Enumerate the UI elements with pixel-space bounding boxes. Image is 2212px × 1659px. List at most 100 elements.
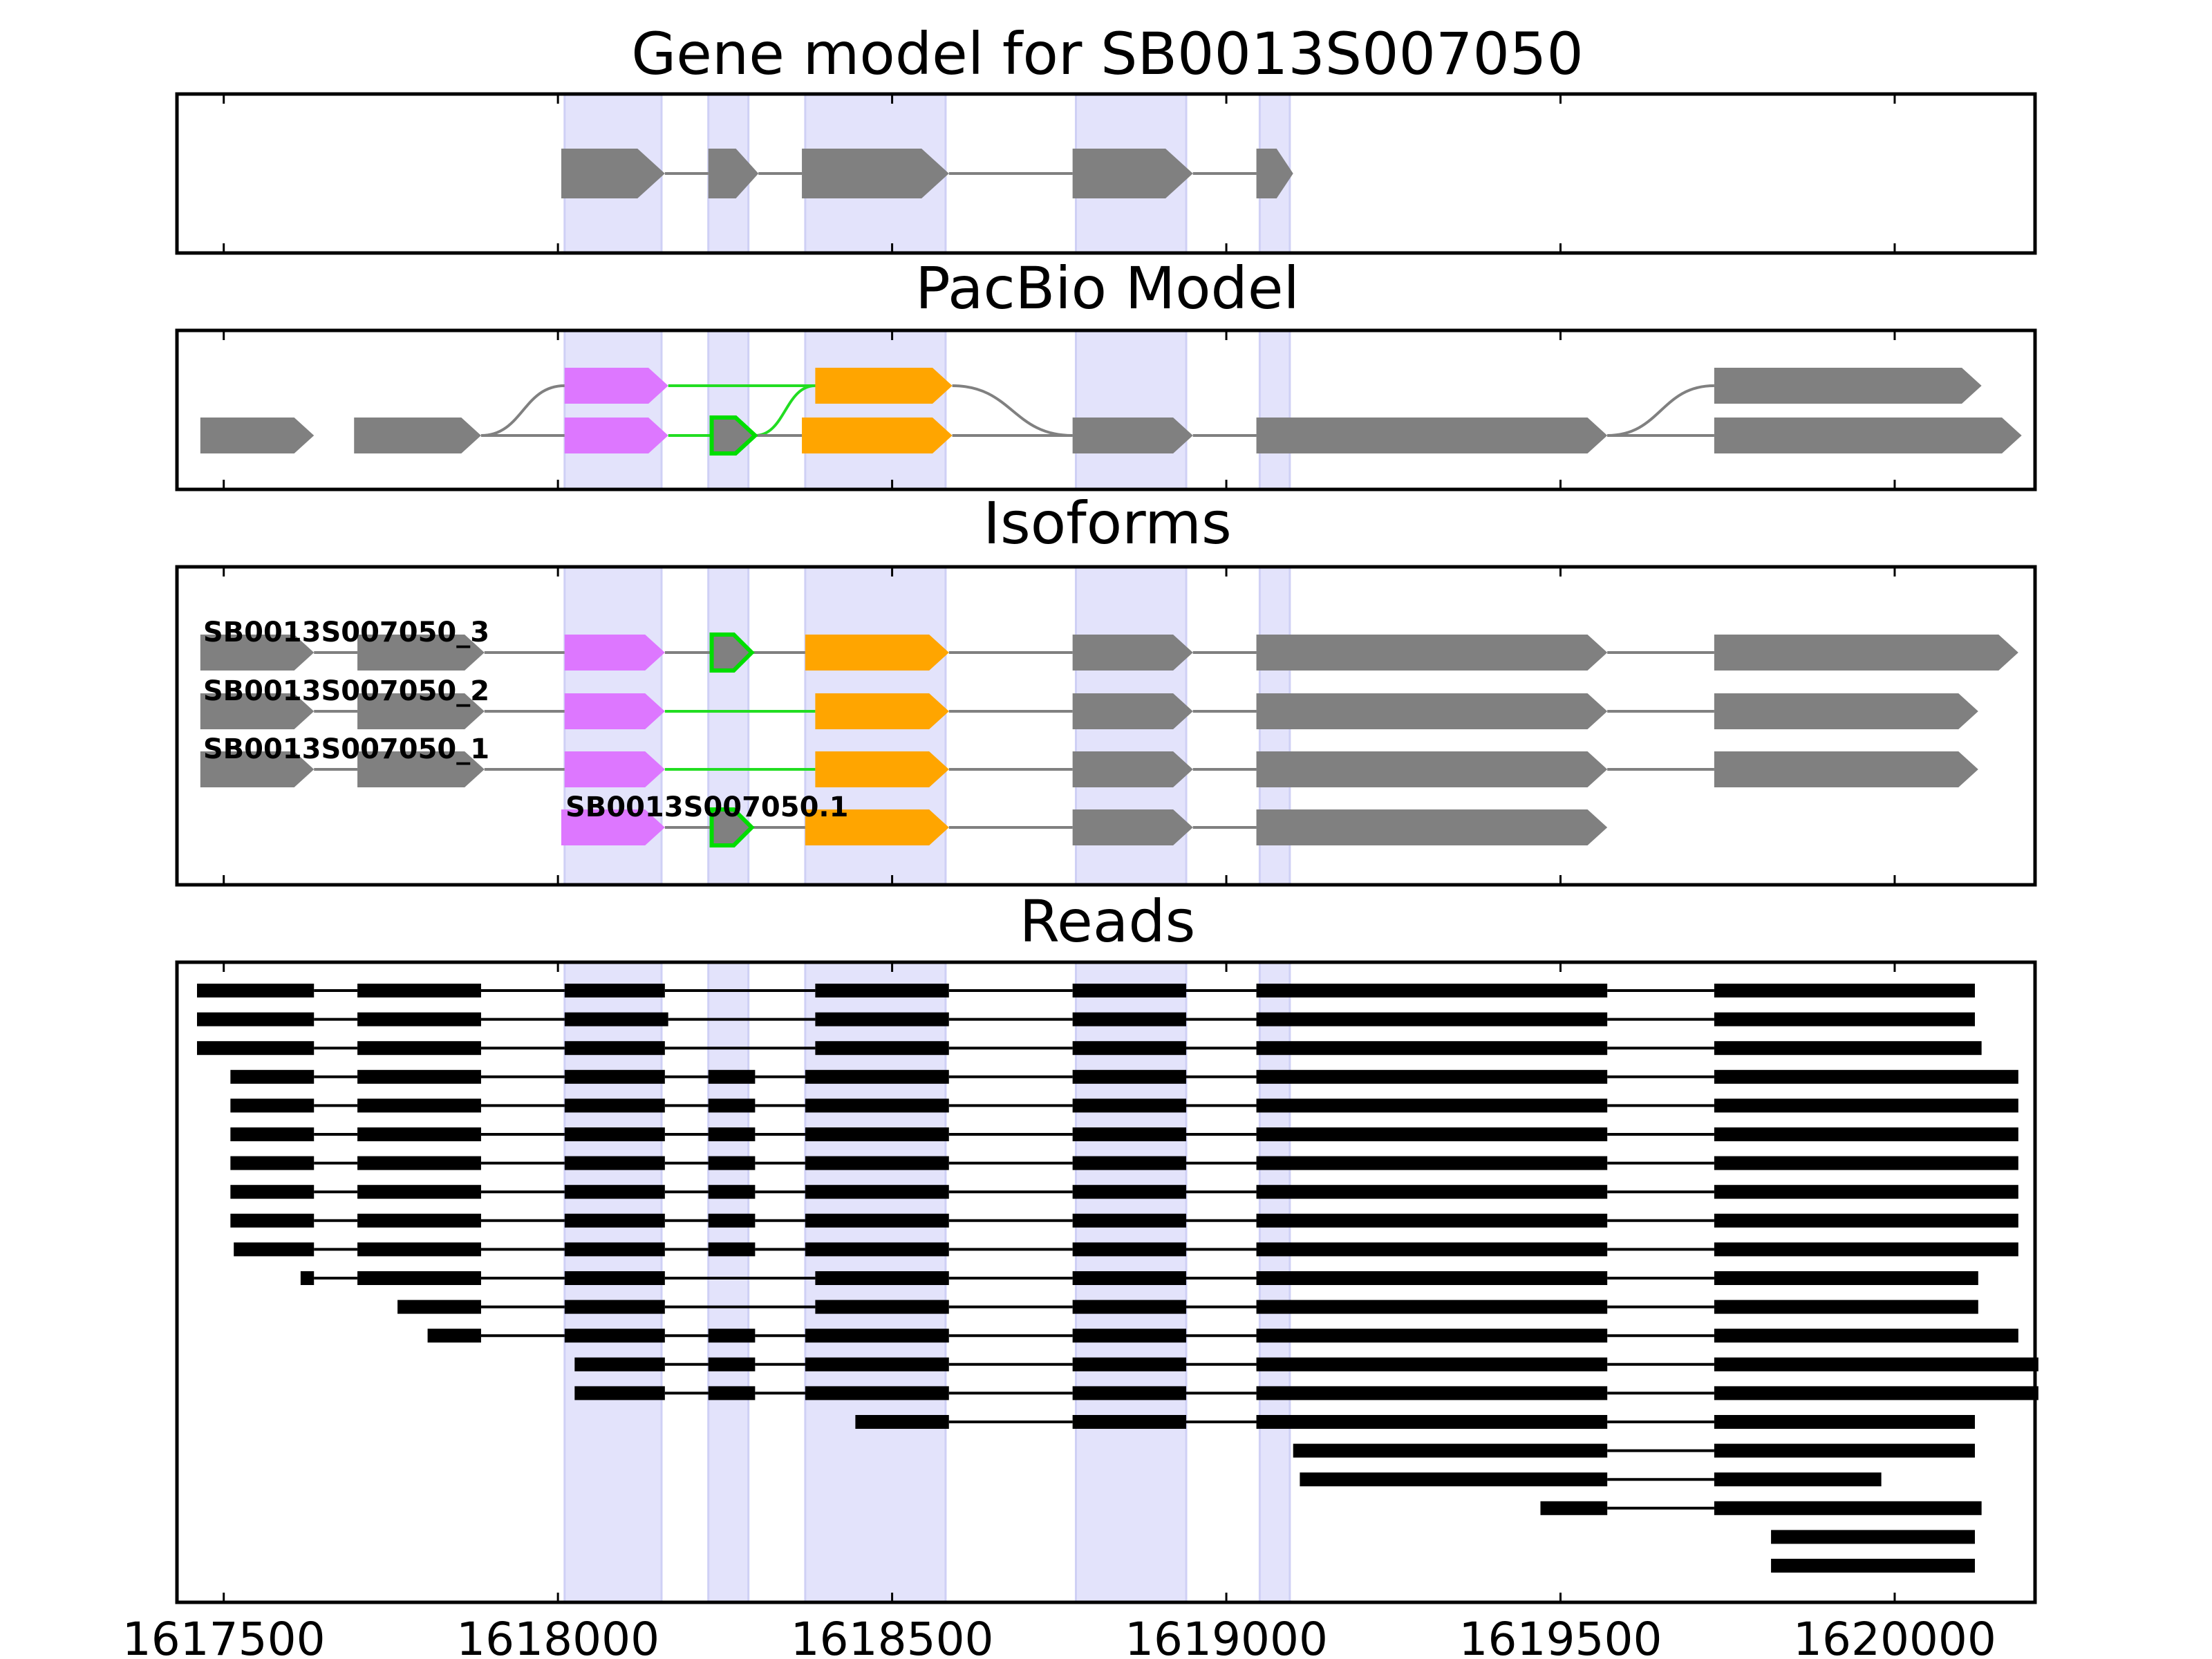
- read-block: [1714, 1069, 2018, 1084]
- read-block: [1256, 1156, 1608, 1170]
- read-block: [300, 1271, 315, 1285]
- exon: [1072, 149, 1193, 198]
- read-block: [1714, 1271, 1978, 1285]
- exon: [1256, 635, 1608, 671]
- read-block: [564, 1127, 665, 1141]
- read-block: [1256, 1012, 1608, 1027]
- read-block: [708, 1069, 756, 1084]
- read: [230, 1213, 2018, 1228]
- pacbio-model-title: PacBio Model: [915, 254, 1300, 322]
- read: [1771, 1559, 1975, 1573]
- read: [230, 1098, 2018, 1113]
- read-block: [1714, 1443, 1975, 1458]
- x-tick-label: 1620000: [1793, 1613, 1996, 1659]
- read-block: [708, 1127, 756, 1141]
- isoforms-panel: SB0013S007050_3 SB0013S007050_2 SB0013S007…: [175, 565, 2037, 887]
- read-block: [574, 1386, 665, 1400]
- read-block: [564, 1069, 665, 1084]
- pacbio-model-frame: [175, 328, 2037, 491]
- read-block: [1300, 1472, 1608, 1487]
- read-block: [1256, 1098, 1608, 1113]
- read-block: [230, 1127, 315, 1141]
- read: [230, 1069, 2018, 1084]
- read-block: [1714, 1213, 2018, 1228]
- exon: [709, 632, 755, 673]
- x-tick-label: 1619000: [1125, 1613, 1328, 1659]
- highlight-region: [804, 329, 947, 491]
- read-block: [815, 984, 949, 997]
- read-block: [1293, 1443, 1608, 1458]
- read-block: [357, 1127, 481, 1141]
- read-block: [1714, 1501, 1982, 1515]
- read: [230, 1156, 2018, 1170]
- read-block: [1540, 1501, 1608, 1515]
- read-block: [805, 1242, 949, 1257]
- exon: [561, 809, 665, 845]
- read-block: [1072, 1213, 1187, 1228]
- read-block: [564, 984, 665, 997]
- read-block: [805, 1185, 949, 1199]
- read-block: [1714, 1098, 2018, 1113]
- read: [1540, 1501, 1982, 1515]
- gene-model-frame: [175, 92, 2037, 255]
- exon: [564, 635, 665, 671]
- x-tick-label: 1617500: [122, 1613, 326, 1659]
- read-block: [357, 1041, 481, 1056]
- read-block: [1714, 1300, 1978, 1314]
- read-block: [357, 1012, 481, 1027]
- read-block: [815, 1041, 949, 1056]
- read-block: [805, 1127, 949, 1141]
- read-block: [708, 1242, 756, 1257]
- read-block: [708, 1156, 756, 1170]
- exon: [802, 149, 949, 198]
- read-block: [1714, 1127, 2018, 1141]
- read-block: [805, 1098, 949, 1113]
- reads-panel: [175, 960, 2038, 1604]
- read-block: [357, 1098, 481, 1113]
- gene-model-panel: [175, 92, 2037, 255]
- read: [197, 984, 1975, 997]
- read-block: [815, 1271, 949, 1285]
- isoform-label: SB0013S007050_2: [203, 675, 489, 707]
- read-block: [397, 1300, 481, 1314]
- x-tick-label: 1619500: [1459, 1613, 1662, 1659]
- read-block: [357, 1213, 481, 1228]
- read-block: [564, 1185, 665, 1199]
- exon: [709, 415, 758, 456]
- read-block: [1256, 1329, 1608, 1343]
- read-block: [357, 1242, 481, 1257]
- read-block: [805, 1069, 949, 1084]
- x-tick-label: 1618000: [456, 1613, 659, 1659]
- exon: [815, 693, 949, 729]
- read-block: [357, 984, 481, 997]
- read: [234, 1242, 2018, 1257]
- exon: [1256, 149, 1293, 198]
- exon: [200, 635, 315, 671]
- exon: [357, 693, 485, 729]
- read-block: [1072, 1156, 1187, 1170]
- read-block: [1072, 1242, 1187, 1257]
- read-block: [708, 1329, 756, 1343]
- read-block: [564, 1098, 665, 1113]
- exon: [1256, 809, 1608, 845]
- highlight-region: [707, 961, 750, 1604]
- read-block: [1072, 1357, 1187, 1371]
- exon: [1714, 693, 1978, 729]
- read-block: [805, 1386, 949, 1400]
- read-block: [1714, 1386, 2038, 1400]
- read-block: [1256, 1357, 1608, 1371]
- read-block: [197, 984, 315, 997]
- read: [397, 1300, 1978, 1314]
- exon: [564, 368, 668, 404]
- isoform-label: SB0013S007050_3: [203, 617, 489, 648]
- read-block: [230, 1069, 315, 1084]
- exon: [815, 368, 953, 404]
- read-block: [1072, 984, 1187, 997]
- read-block: [805, 1329, 949, 1343]
- read-block: [564, 1329, 665, 1343]
- read-block: [1256, 1271, 1608, 1285]
- highlight-region: [563, 329, 663, 491]
- read-block: [1072, 1041, 1187, 1056]
- read-block: [1714, 1242, 2018, 1257]
- read-block: [427, 1329, 481, 1343]
